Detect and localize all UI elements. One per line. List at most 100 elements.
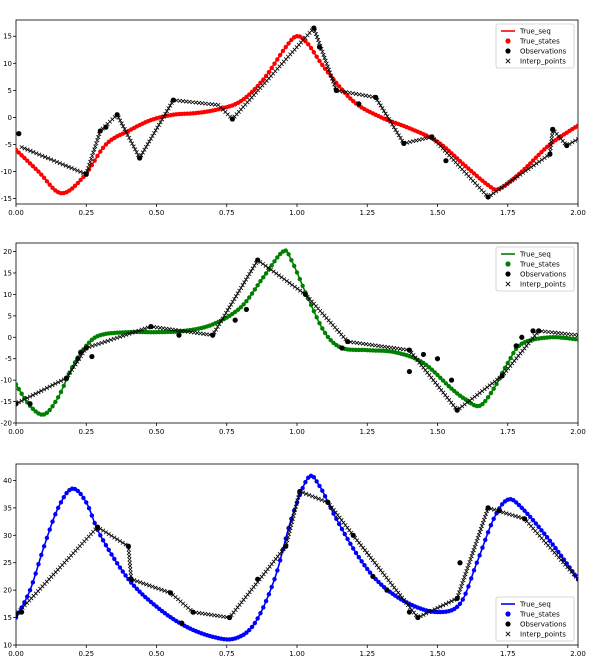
true-state-point (306, 42, 311, 47)
true-state-point (123, 573, 128, 578)
interp-point (44, 385, 49, 391)
interp-point (109, 533, 114, 538)
x-tick-label: 1.50 (430, 428, 446, 436)
true-state-point (379, 582, 384, 587)
interp-point (321, 52, 326, 57)
interp-point (233, 294, 239, 299)
observation-point (137, 155, 143, 161)
true-state-point (376, 579, 381, 585)
true-state-point (300, 485, 305, 491)
observation-point (232, 317, 238, 323)
interp-point (19, 145, 24, 150)
true-state-point (39, 552, 44, 558)
true-state-point (466, 584, 471, 589)
interp-point (95, 138, 100, 143)
interp-point (520, 170, 526, 175)
true-state-point (511, 350, 516, 356)
interp-point (499, 185, 504, 190)
interp-point (324, 61, 329, 66)
interp-point (243, 277, 249, 282)
interp-point (470, 396, 475, 401)
interp-point (122, 127, 127, 132)
interp-point (478, 526, 483, 532)
observation-point (325, 499, 331, 505)
interp-point (124, 129, 129, 135)
y-tick-label: -20 (1, 420, 12, 428)
x-tick-label: 1.25 (359, 209, 375, 217)
interp-point (363, 93, 368, 98)
y-tick-label: 15 (3, 270, 12, 278)
true-state-point (480, 545, 485, 550)
interp-point (158, 120, 163, 125)
interp-point (127, 560, 132, 565)
true-state-point (39, 172, 44, 177)
true-state-point (100, 145, 106, 150)
observation-point (448, 377, 455, 383)
x-tick-label: 1.50 (430, 650, 446, 658)
observation-point (519, 334, 525, 340)
y-tick-label: 5 (8, 312, 12, 320)
interp-point (245, 274, 250, 279)
true-state-point (261, 605, 266, 610)
interp-point (139, 327, 144, 332)
interp-point (289, 519, 295, 524)
interp-point (347, 528, 352, 533)
x-tick-label: 0.75 (219, 428, 235, 436)
interp-point (88, 159, 93, 164)
true-state-point (258, 80, 263, 86)
interp-point (213, 327, 219, 332)
true-state-point (137, 589, 142, 594)
y-tick-label: -15 (1, 398, 12, 406)
interp-point (319, 497, 324, 503)
interp-point (337, 515, 342, 520)
interp-point (118, 334, 123, 339)
true-state-point (522, 166, 527, 172)
true-state-point (275, 568, 280, 573)
interp-point (424, 611, 429, 616)
y-tick-label: 10 (3, 60, 12, 68)
true-state-point (261, 77, 266, 82)
interp-point (78, 169, 83, 174)
interp-point (155, 125, 160, 130)
chart-panel-2: 0.00 0.25 0.50 0.75 1.00 1.25 1.50 1.75 2.00 -20 -… (1, 242, 586, 436)
interp-point (252, 263, 257, 268)
interp-point (335, 512, 340, 518)
interp-point (323, 58, 328, 63)
interp-point (119, 121, 124, 126)
true-state-point (19, 605, 24, 610)
true-state-point (452, 153, 457, 159)
interp-point (510, 513, 515, 518)
legend-interp-swatch (505, 281, 511, 287)
interp-point (227, 305, 232, 310)
observation-point (339, 345, 345, 351)
true-state-point (320, 62, 325, 68)
true-state-point (263, 598, 269, 604)
true-seq-line (16, 35, 578, 195)
observation-point (384, 587, 390, 593)
observation-point (128, 576, 134, 582)
true-state-point (491, 516, 496, 522)
true-state-point (547, 538, 553, 543)
interp-point (471, 548, 476, 553)
interp-point (470, 551, 475, 556)
interp-point (534, 161, 539, 166)
interp-point (457, 590, 462, 595)
true-state-point (72, 183, 78, 189)
true-state-point (112, 556, 117, 562)
legend-interp-swatch (505, 58, 511, 64)
true-state-point (244, 298, 249, 304)
interp-point (279, 275, 284, 280)
interp-point (407, 139, 413, 145)
true-state-point (86, 340, 92, 345)
observation-point (406, 368, 412, 375)
interp-point (127, 557, 132, 562)
interp-point (429, 608, 434, 613)
interp-point (22, 397, 27, 402)
true-state-point (103, 142, 109, 147)
interp-point (168, 103, 173, 108)
interp-point (293, 507, 298, 512)
interp-point (39, 388, 44, 393)
true-state-point (291, 263, 297, 269)
interp-point (147, 139, 152, 144)
true-state-point (367, 570, 373, 575)
